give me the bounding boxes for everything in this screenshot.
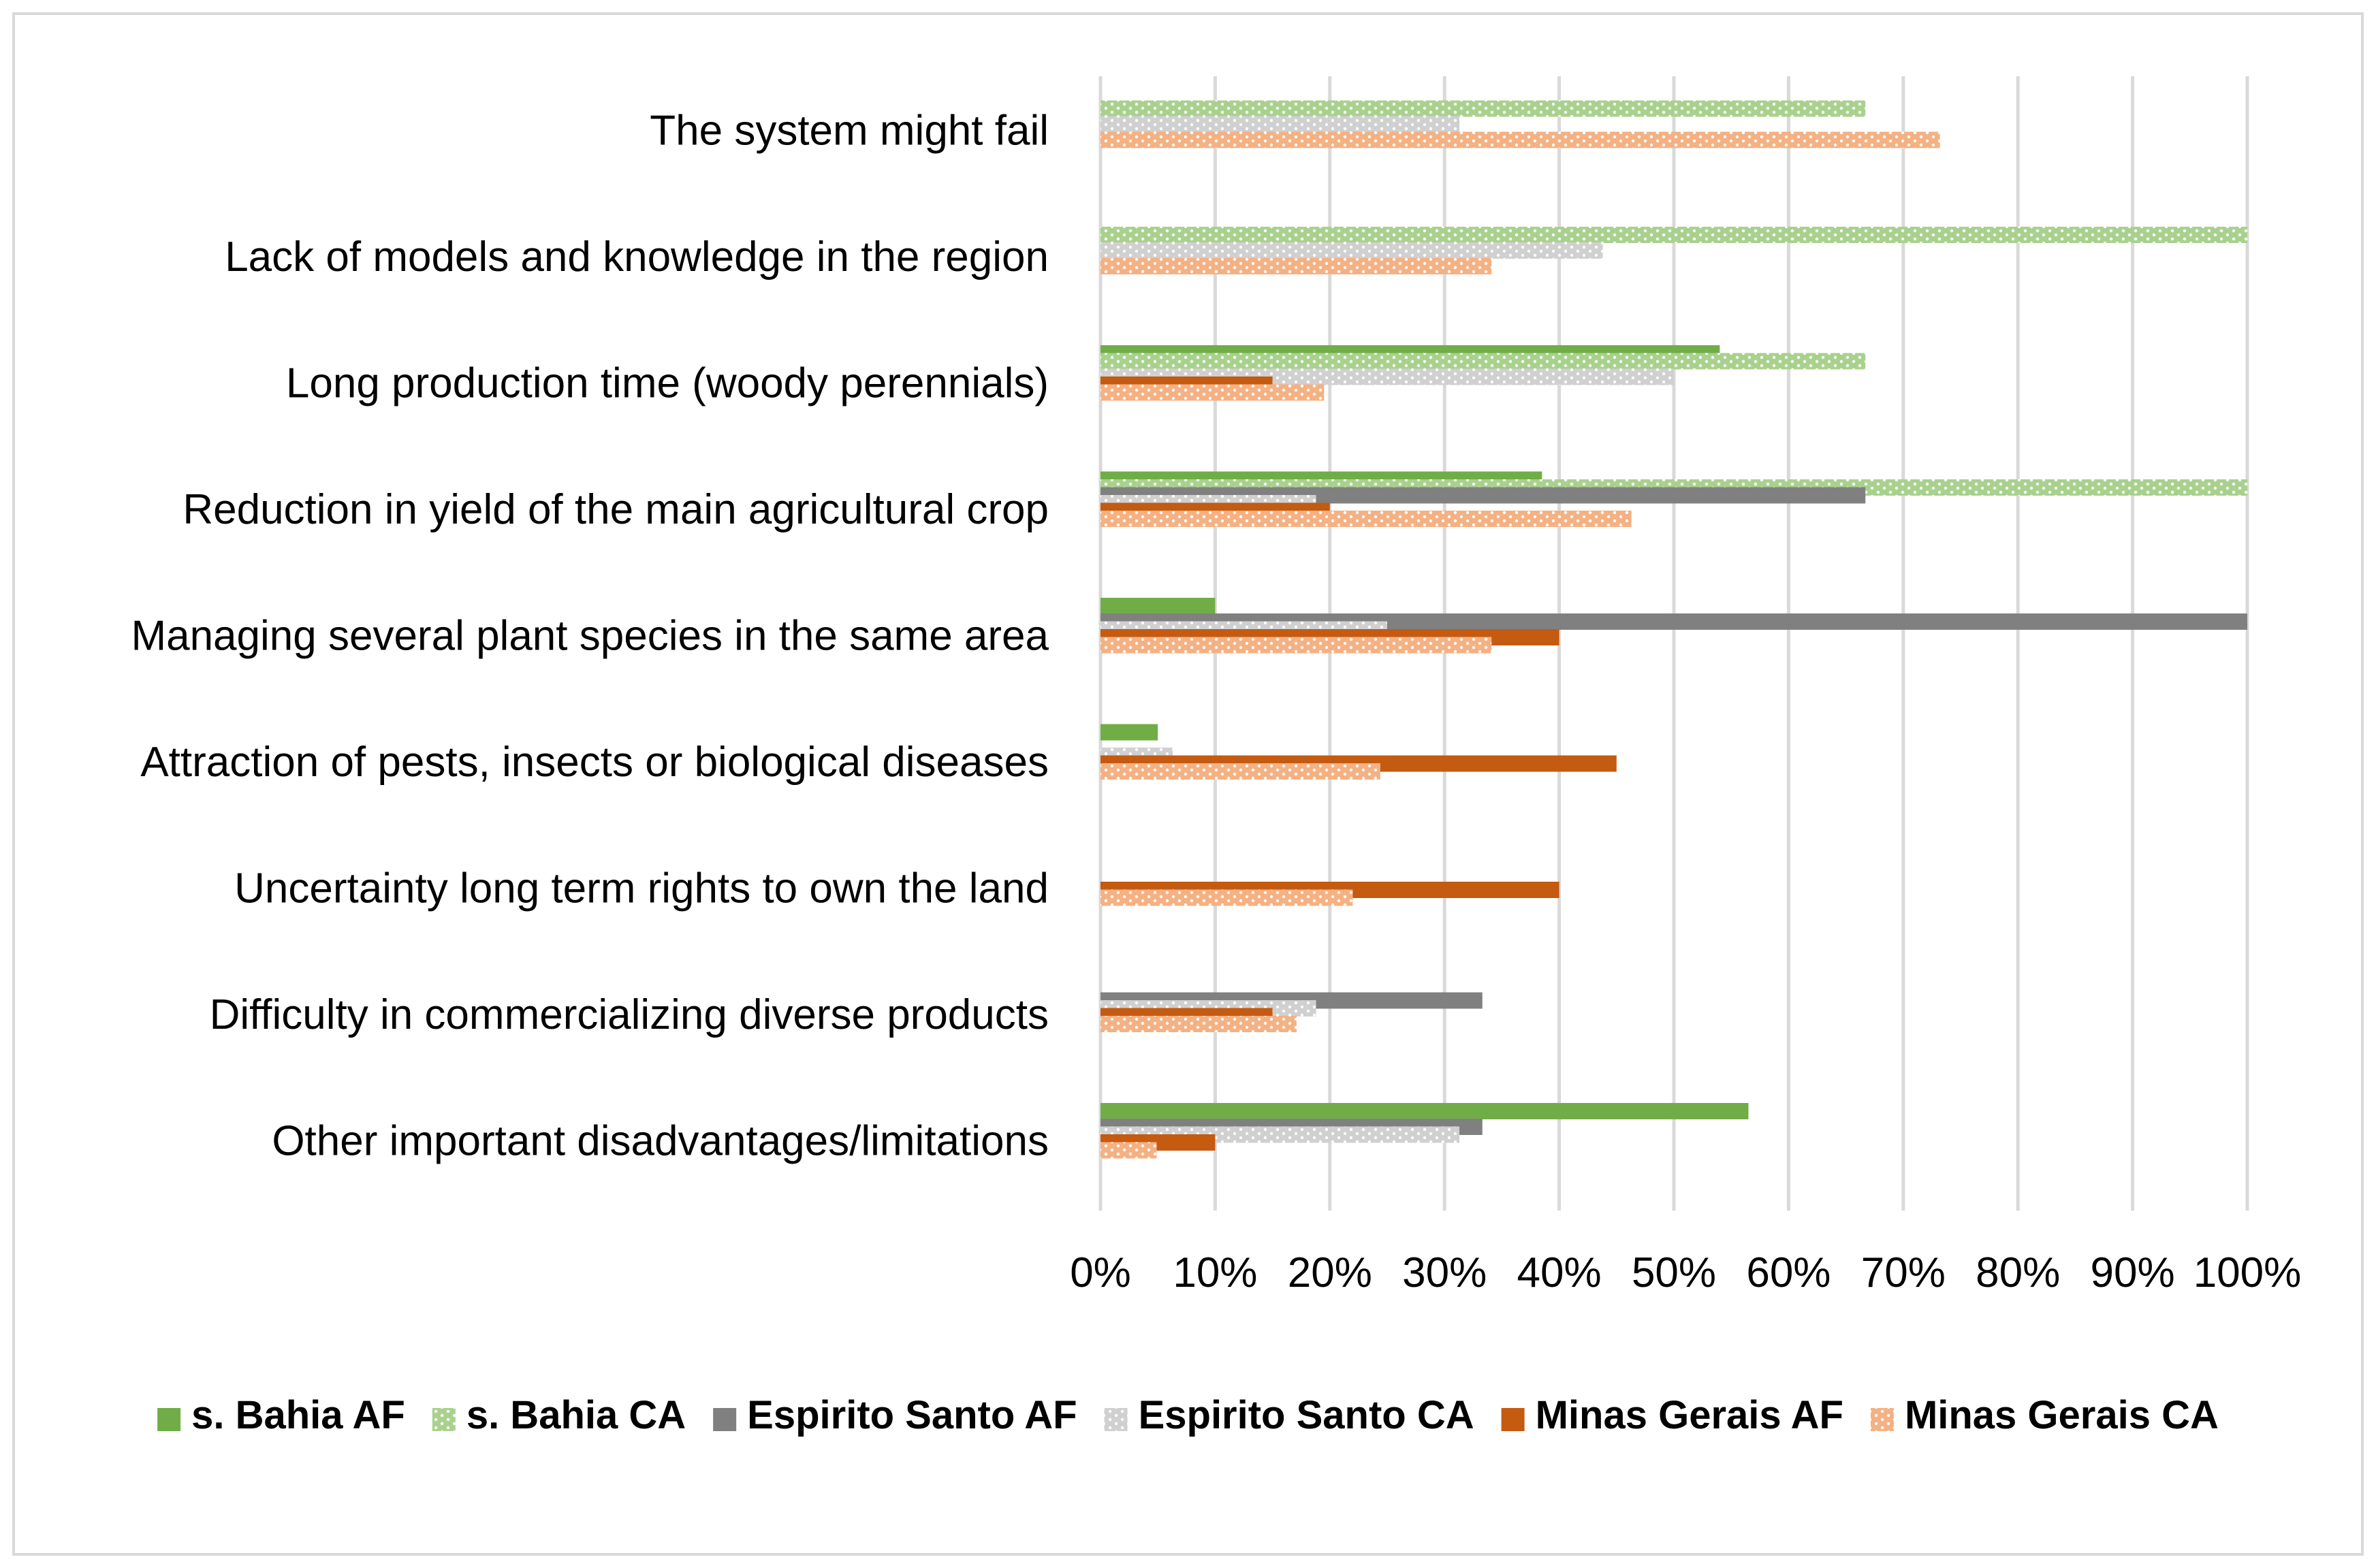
- category-label: Reduction in yield of the main agricultu…: [183, 486, 1049, 533]
- category-label: Lack of models and knowledge in the regi…: [225, 234, 1049, 281]
- legend-swatch: [157, 1408, 181, 1431]
- x-tick-label: 30%: [1402, 1249, 1487, 1296]
- bar: [1100, 100, 1866, 117]
- bar: [1100, 131, 1940, 148]
- x-tick-label: 80%: [1976, 1249, 2060, 1296]
- x-tick-label: 100%: [2193, 1249, 2302, 1296]
- bar: [1100, 227, 2247, 243]
- bar: [1100, 116, 1460, 133]
- category-label: Uncertainty long term rights to own the …: [234, 865, 1049, 912]
- legend-swatch: [713, 1408, 737, 1431]
- category-label: Long production time (woody perennials): [286, 360, 1049, 407]
- bar: [1100, 637, 1492, 654]
- bar: [1100, 353, 1866, 370]
- bar: [1100, 258, 1492, 274]
- legend: s. Bahia AF s. Bahia CA Espirito Santo AF E…: [157, 1393, 2219, 1437]
- legend-label: Espirito Santo AF: [747, 1393, 1077, 1437]
- category-label: Attraction of pests, insects or biologic…: [140, 739, 1049, 786]
- category-labels: The system might fail Lack of models and …: [131, 108, 1049, 1165]
- legend-label: Minas Gerais CA: [1905, 1393, 2219, 1437]
- x-tick-label: 10%: [1173, 1249, 1257, 1296]
- category-label: Managing several plant species in the sa…: [131, 613, 1049, 660]
- bar: [1100, 598, 1216, 614]
- legend-label: Minas Gerais AF: [1536, 1393, 1843, 1437]
- x-tick-label: 40%: [1517, 1249, 1602, 1296]
- bar: [1100, 889, 1353, 906]
- legend-swatch: [1104, 1408, 1128, 1431]
- category-label: The system might fail: [650, 108, 1049, 155]
- legend-label: s. Bahia CA: [466, 1393, 686, 1437]
- legend-swatch: [432, 1408, 456, 1431]
- category-label: Difficulty in commercializing diverse pr…: [210, 991, 1049, 1038]
- bar: [1100, 384, 1325, 401]
- legend-swatch: [1870, 1408, 1894, 1431]
- x-tick-label: 70%: [1861, 1249, 1946, 1296]
- x-tick-label: 20%: [1288, 1249, 1372, 1296]
- x-tick-label: 50%: [1632, 1249, 1716, 1296]
- bar: [1100, 724, 1158, 741]
- bar: [1100, 511, 1632, 527]
- bars: [1100, 100, 2247, 1159]
- legend-swatch: [1501, 1408, 1525, 1431]
- bar: [1100, 1142, 1157, 1159]
- legend-label: Espirito Santo CA: [1139, 1393, 1474, 1437]
- x-tick-label: 90%: [2091, 1249, 2175, 1296]
- x-axis-ticks: 0% 10% 20% 30% 40% 50% 60% 70% 80% 90% 100%: [1070, 1249, 2301, 1296]
- x-tick-label: 60%: [1746, 1249, 1831, 1296]
- legend-label: s. Bahia AF: [191, 1393, 405, 1437]
- x-tick-label: 0%: [1070, 1249, 1131, 1296]
- bar: [1100, 1103, 1749, 1119]
- bar: [1100, 763, 1380, 780]
- bar: [1100, 242, 1603, 259]
- category-label: Other important disadvantages/limitation…: [272, 1118, 1049, 1165]
- bar: [1100, 1016, 1297, 1032]
